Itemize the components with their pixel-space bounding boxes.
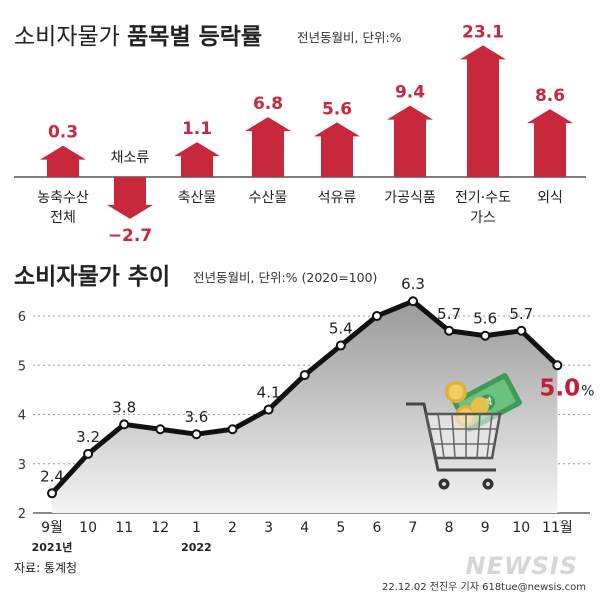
arrow-bar — [245, 117, 291, 177]
category-label: 채소류 — [111, 150, 150, 166]
data-point — [119, 419, 130, 430]
arrow-value-label: 0.3 — [48, 123, 78, 143]
data-point — [191, 429, 202, 440]
data-point — [408, 296, 418, 307]
y-tick-label: 4 — [18, 409, 26, 424]
x-tick-label: 12 — [151, 520, 169, 536]
x-tick-label: 11 — [115, 520, 133, 536]
top-chart-subtitle: 전년동월비, 단위:% — [297, 30, 402, 45]
data-point — [444, 325, 455, 336]
data-point — [155, 424, 166, 435]
x-tick-label: 10 — [512, 520, 530, 536]
x-tick-label: 9월 — [41, 520, 63, 536]
category-label: 석유류 — [318, 190, 357, 206]
x-tick-label: 8 — [445, 520, 454, 536]
x-tick-label: 9 — [481, 520, 490, 536]
x-tick-label: 11월 — [542, 520, 573, 536]
y-tick-label: 2 — [18, 507, 26, 522]
y-tick-label: 6 — [18, 310, 26, 325]
data-point — [47, 488, 57, 499]
x-tick-label: 3 — [264, 520, 273, 536]
arrow-bar — [460, 45, 506, 177]
data-point — [299, 370, 310, 381]
category-label: 가공식품 — [384, 190, 436, 206]
data-value-label: 5.4 — [329, 320, 353, 338]
data-value-label: 3.2 — [76, 428, 100, 446]
y-tick-label: 5 — [18, 359, 26, 374]
x-tick-label: 1 — [192, 520, 201, 536]
x-tick-label: 6 — [372, 520, 381, 536]
x-tick-label: 7 — [409, 520, 418, 536]
data-value-label: 2.4 — [40, 467, 64, 485]
shopping-cart-with-money-icon: ₩ — [406, 373, 522, 490]
arrow-value-label: 1.1 — [182, 119, 212, 139]
top-chart-title: 소비자물가 품목별 등락률 — [14, 24, 262, 50]
category-label: 외식 — [537, 190, 563, 206]
data-point — [227, 424, 238, 435]
bottom-chart-title: 소비자물가 추이 — [14, 264, 170, 290]
data-value-label: 4.1 — [257, 384, 281, 402]
data-point — [516, 325, 527, 336]
data-point — [335, 340, 346, 351]
newsis-watermark-logo: NEWSIS — [466, 552, 578, 580]
source-note: 자료: 통계청 — [14, 561, 77, 575]
data-point — [371, 311, 382, 321]
data-value-label: 5.6 — [473, 310, 497, 328]
x-tick-label: 5 — [336, 520, 345, 536]
year-label: 2021년 — [32, 540, 73, 554]
bottom-chart-subtitle: 전년동월비, 단위:% (2020=100) — [193, 270, 377, 285]
category-label: 전체 — [50, 210, 76, 226]
arrow-value-label: 6.8 — [253, 94, 283, 114]
category-label: 전기·수도 — [455, 190, 511, 206]
x-tick-label: 10 — [79, 520, 97, 536]
data-value-label: 5.7 — [437, 305, 461, 323]
arrow-value-label: −2.7 — [108, 226, 152, 246]
top-title-bold: 품목별 등락률 — [127, 24, 262, 50]
category-label: 가스 — [470, 210, 496, 226]
data-point — [552, 360, 563, 371]
x-tick-label: 2 — [228, 520, 237, 536]
data-point — [263, 404, 274, 415]
byline: 22.12.02 전진우 기자 618tue@newsis.com — [382, 581, 586, 593]
area-fill — [52, 301, 558, 513]
bottom-area-chart: 2 3 4 5 6 2.4 3.2 3.8 3.6 4.1 5.4 6.3 5.7 5.6 5.7 5.0% 9… — [18, 275, 595, 554]
arrow-value-label: 8.6 — [535, 86, 565, 106]
data-point — [480, 330, 491, 341]
arrow-bar — [387, 105, 433, 177]
year-label: 2022 — [181, 541, 212, 554]
arrow-bar — [40, 145, 86, 177]
category-label: 농축수산 — [37, 190, 89, 206]
arrow-bar — [527, 109, 573, 177]
data-value-label: 6.3 — [401, 275, 425, 293]
arrow-bar — [314, 122, 360, 177]
x-tick-label: 4 — [300, 520, 309, 536]
arrow-bar — [107, 177, 153, 219]
category-label: 축산물 — [178, 190, 217, 206]
category-label: 수산물 — [249, 190, 288, 206]
data-value-label: 3.8 — [112, 398, 136, 416]
arrow-bar — [174, 142, 220, 177]
data-point — [83, 448, 94, 459]
data-value-label: 5.7 — [509, 305, 533, 323]
arrow-value-label: 5.6 — [322, 99, 352, 119]
latest-value-label: 5.0% — [539, 375, 594, 401]
arrow-value-label: 9.4 — [395, 83, 425, 103]
arrow-value-label: 23.1 — [462, 22, 504, 42]
data-value-label: 3.6 — [184, 408, 208, 426]
y-tick-label: 3 — [18, 458, 26, 473]
top-title-plain: 소비자물가 — [14, 24, 127, 50]
